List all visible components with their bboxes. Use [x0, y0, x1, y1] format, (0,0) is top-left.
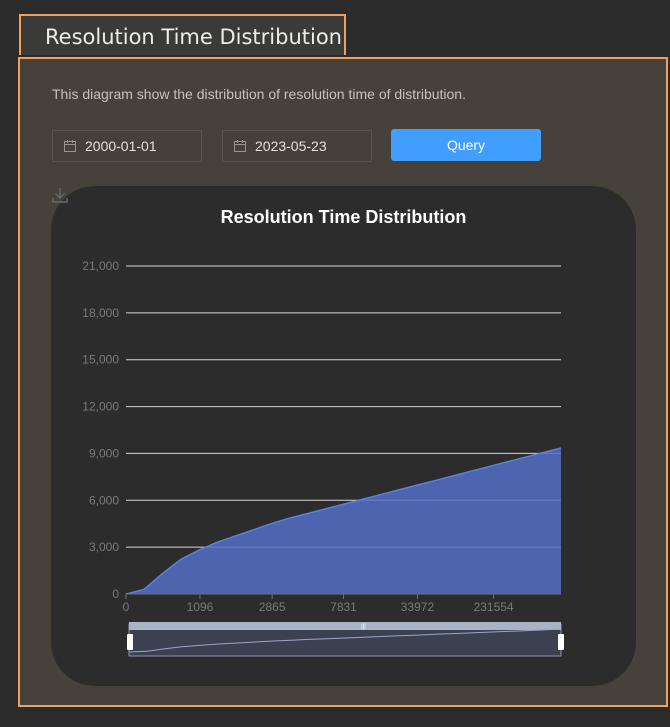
- chart-title: Resolution Time Distribution: [220, 207, 467, 227]
- x-tick-label: 231554: [474, 600, 514, 614]
- zoom-preview-line: [128, 628, 562, 653]
- y-tick-label: 21,000: [82, 259, 119, 273]
- zoom-handle-left[interactable]: [127, 634, 133, 650]
- y-tick-label: 3,000: [89, 540, 119, 554]
- query-button[interactable]: Query: [391, 129, 541, 161]
- y-tick-label: 15,000: [82, 353, 119, 367]
- y-tick-label: 12,000: [82, 400, 119, 414]
- zoom-slider-bar: [129, 622, 561, 630]
- y-tick-label: 0: [112, 587, 119, 601]
- x-tick-label: 0: [123, 600, 130, 614]
- x-tick-label: 33972: [401, 600, 435, 614]
- zoom-grip-icon: |||: [361, 624, 366, 630]
- series-area: [126, 448, 561, 594]
- content-panel: This diagram show the distribution of re…: [18, 57, 668, 707]
- y-tick-label: 9,000: [89, 446, 119, 460]
- series-line: [125, 447, 562, 595]
- page-title-tab: Resolution Time Distribution: [19, 14, 346, 55]
- chart-description: This diagram show the distribution of re…: [52, 86, 466, 102]
- end-date-value: 2023-05-23: [255, 138, 327, 154]
- calendar-icon: [64, 140, 76, 152]
- x-tick-label: 2865: [259, 600, 286, 614]
- start-date-value: 2000-01-01: [85, 138, 157, 154]
- y-tick-label: 6,000: [89, 493, 119, 507]
- y-tick-label: 18,000: [82, 306, 119, 320]
- chart-plot: 0 3,000 6,000 9,000 12,000 15,000 18,000 21,000…: [82, 259, 564, 657]
- end-date-input[interactable]: 2023-05-23: [222, 130, 372, 162]
- chart-card: Resolution Time Distribution 0 3,000 6,000…: [51, 186, 636, 686]
- x-tick-label: 7831: [330, 600, 357, 614]
- calendar-icon: [234, 140, 246, 152]
- download-icon[interactable]: [51, 186, 69, 204]
- x-tick-label: 1096: [187, 600, 214, 614]
- start-date-input[interactable]: 2000-01-01: [52, 130, 202, 162]
- page-title: Resolution Time Distribution: [45, 25, 342, 49]
- zoom-handle-right[interactable]: [558, 634, 564, 650]
